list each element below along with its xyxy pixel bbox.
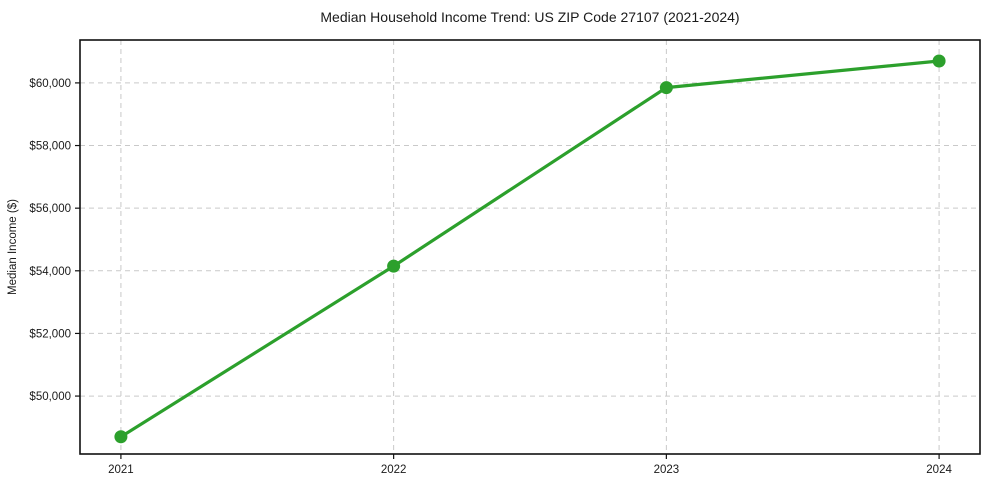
y-axis-label: Median Income ($) [7, 199, 19, 295]
gridlines [80, 40, 980, 454]
y-tick-label: $54,000 [29, 266, 71, 278]
trend-line [119, 59, 941, 439]
data-point [387, 259, 401, 273]
chart-title: Median Household Income Trend: US ZIP Co… [320, 9, 739, 25]
y-tick-label: $58,000 [29, 141, 71, 153]
axis-ticks: 2021 2022 2023 2024 $50,000 $52,000 $54,000 $56… [29, 78, 952, 476]
x-tick-label: 2021 [108, 464, 134, 476]
x-tick-label: 2022 [381, 464, 407, 476]
data-point [114, 430, 128, 444]
x-tick-label: 2023 [654, 464, 680, 476]
plot-border [79, 39, 981, 455]
y-tick-label: $56,000 [29, 203, 71, 215]
y-tick-label: $60,000 [29, 78, 71, 90]
data-point [659, 81, 673, 95]
y-tick-label: $52,000 [29, 328, 71, 340]
series-line [114, 54, 946, 444]
x-tick-label: 2024 [926, 464, 952, 476]
plot-frame [79, 39, 981, 455]
y-tick-label: $50,000 [29, 391, 71, 403]
data-point [932, 54, 946, 68]
